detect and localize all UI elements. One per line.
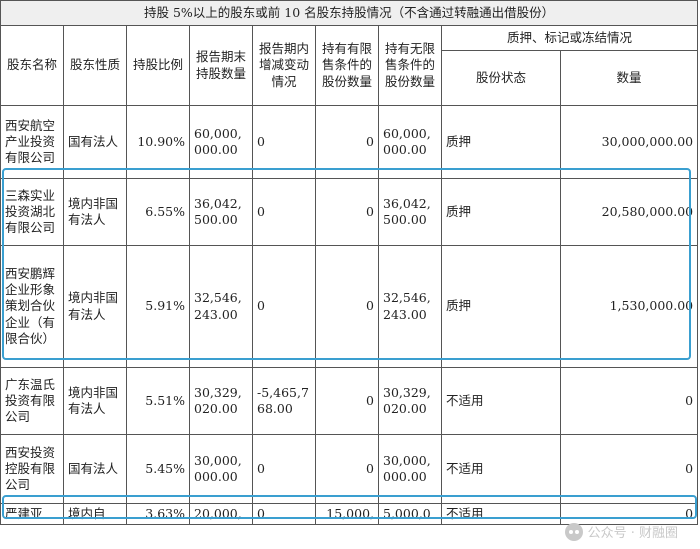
cell-unrestricted: 60,000,000.00: [378, 105, 442, 179]
cell-restricted: 0: [315, 178, 379, 246]
cell-status: 质押: [441, 105, 561, 179]
header-unrestricted: 持有无限售条件的股份数量: [378, 25, 442, 106]
header-nature: 股东性质: [63, 25, 127, 106]
cell-name: 西安投资控股有限公司: [0, 434, 64, 504]
cell-qty: 30,000,000.00: [189, 434, 253, 504]
cell-pledge-qty: 0: [559, 502, 699, 526]
cell-qty: 30,329,020.00: [189, 367, 253, 435]
cell-ratio: 10.90%: [126, 105, 190, 179]
shareholder-table: 持股 5%以上的股东或前 10 名股东持股情况（不含通过转融通出借股份） 股东名…: [0, 0, 699, 526]
cell-restricted: 0: [315, 105, 379, 179]
cell-unrestricted: 5,000,0: [378, 502, 442, 526]
cell-restricted: 0: [315, 434, 379, 504]
cell-nature: 境内非国有法人: [63, 367, 127, 435]
header-change: 报告期内增减变动情况: [252, 25, 316, 106]
cell-nature: 境内非国有法人: [63, 245, 127, 368]
cell-unrestricted: 30,000,000.00: [378, 434, 442, 504]
cell-qty: 36,042,500.00: [189, 178, 253, 246]
header-pledge-qty: 数量: [559, 50, 699, 106]
table-row: 三森实业投资湖北有限公司 境内非国有法人 6.55% 36,042,500.00…: [0, 178, 699, 246]
header-pledge-status: 股份状态: [441, 50, 561, 106]
cell-change: 0: [252, 105, 316, 179]
cell-nature: 境内自: [63, 502, 127, 526]
cell-change: 0: [252, 178, 316, 246]
cell-status: 不适用: [441, 434, 561, 504]
cell-ratio: 6.55%: [126, 178, 190, 246]
header-pledge-group: 质押、标记或冻结情况: [440, 25, 699, 51]
cell-qty: 32,546,243.00: [189, 245, 253, 368]
cell-ratio: 5.51%: [126, 367, 190, 435]
header-ratio: 持股比例: [126, 25, 190, 106]
watermark-text: 公众号 · 财融圈: [587, 526, 678, 541]
table-title: 持股 5%以上的股东或前 10 名股东持股情况（不含通过转融通出借股份）: [0, 0, 699, 26]
cell-status: 不适用: [441, 502, 561, 526]
cell-status: 不适用: [441, 367, 561, 435]
cell-ratio: 5.91%: [126, 245, 190, 368]
cell-name: 严建亚: [0, 502, 64, 526]
cell-pledge-qty: 0: [559, 367, 699, 435]
cell-status: 质押: [441, 245, 561, 368]
cell-ratio: 5.45%: [126, 434, 190, 504]
cell-name: 三森实业投资湖北有限公司: [0, 178, 64, 246]
cell-change: -5,465,768.00: [252, 367, 316, 435]
header-name: 股东名称: [0, 25, 64, 106]
header-period-end-qty: 报告期末持股数量: [189, 25, 253, 106]
cell-restricted: 0: [315, 367, 379, 435]
cell-pledge-qty: 1,530,000.00: [559, 245, 699, 368]
wechat-icon: [564, 522, 583, 541]
cell-name: 西安鹏辉企业形象策划合伙企业（有限合伙）: [0, 245, 64, 368]
cell-unrestricted: 32,546,243.00: [378, 245, 442, 368]
cell-restricted: 0: [315, 245, 379, 368]
cell-unrestricted: 30,329,020.00: [378, 367, 442, 435]
cell-pledge-qty: 30,000,000.00: [559, 105, 699, 179]
table-row: 西安航空产业投资有限公司 国有法人 10.90% 60,000,000.00 0…: [0, 105, 699, 179]
table-row: 西安鹏辉企业形象策划合伙企业（有限合伙） 境内非国有法人 5.91% 32,54…: [0, 245, 699, 368]
cell-qty: 20,000,: [189, 502, 253, 526]
cell-unrestricted: 36,042,500.00: [378, 178, 442, 246]
cell-change: 0: [252, 434, 316, 504]
cell-nature: 国有法人: [63, 434, 127, 504]
cell-change: 0: [252, 502, 316, 526]
table-row: 西安投资控股有限公司 国有法人 5.45% 30,000,000.00 0 0 …: [0, 434, 699, 504]
header-restricted: 持有有限售条件的股份数量: [315, 25, 379, 106]
watermark: 公众号 · 财融圈: [564, 522, 678, 541]
table-row: 广东温氏投资有限公司 境内非国有法人 5.51% 30,329,020.00 -…: [0, 367, 699, 435]
cell-restricted: 15,000,: [315, 502, 379, 526]
cell-nature: 境内非国有法人: [63, 178, 127, 246]
cell-status: 质押: [441, 178, 561, 246]
cell-name: 广东温氏投资有限公司: [0, 367, 64, 435]
cell-pledge-qty: 0: [559, 434, 699, 504]
cell-change: 0: [252, 245, 316, 368]
cell-qty: 60,000,000.00: [189, 105, 253, 179]
cell-ratio: 3.63%: [126, 502, 190, 526]
cell-name: 西安航空产业投资有限公司: [0, 105, 64, 179]
cell-pledge-qty: 20,580,000.00: [559, 178, 699, 246]
cell-nature: 国有法人: [63, 105, 127, 179]
